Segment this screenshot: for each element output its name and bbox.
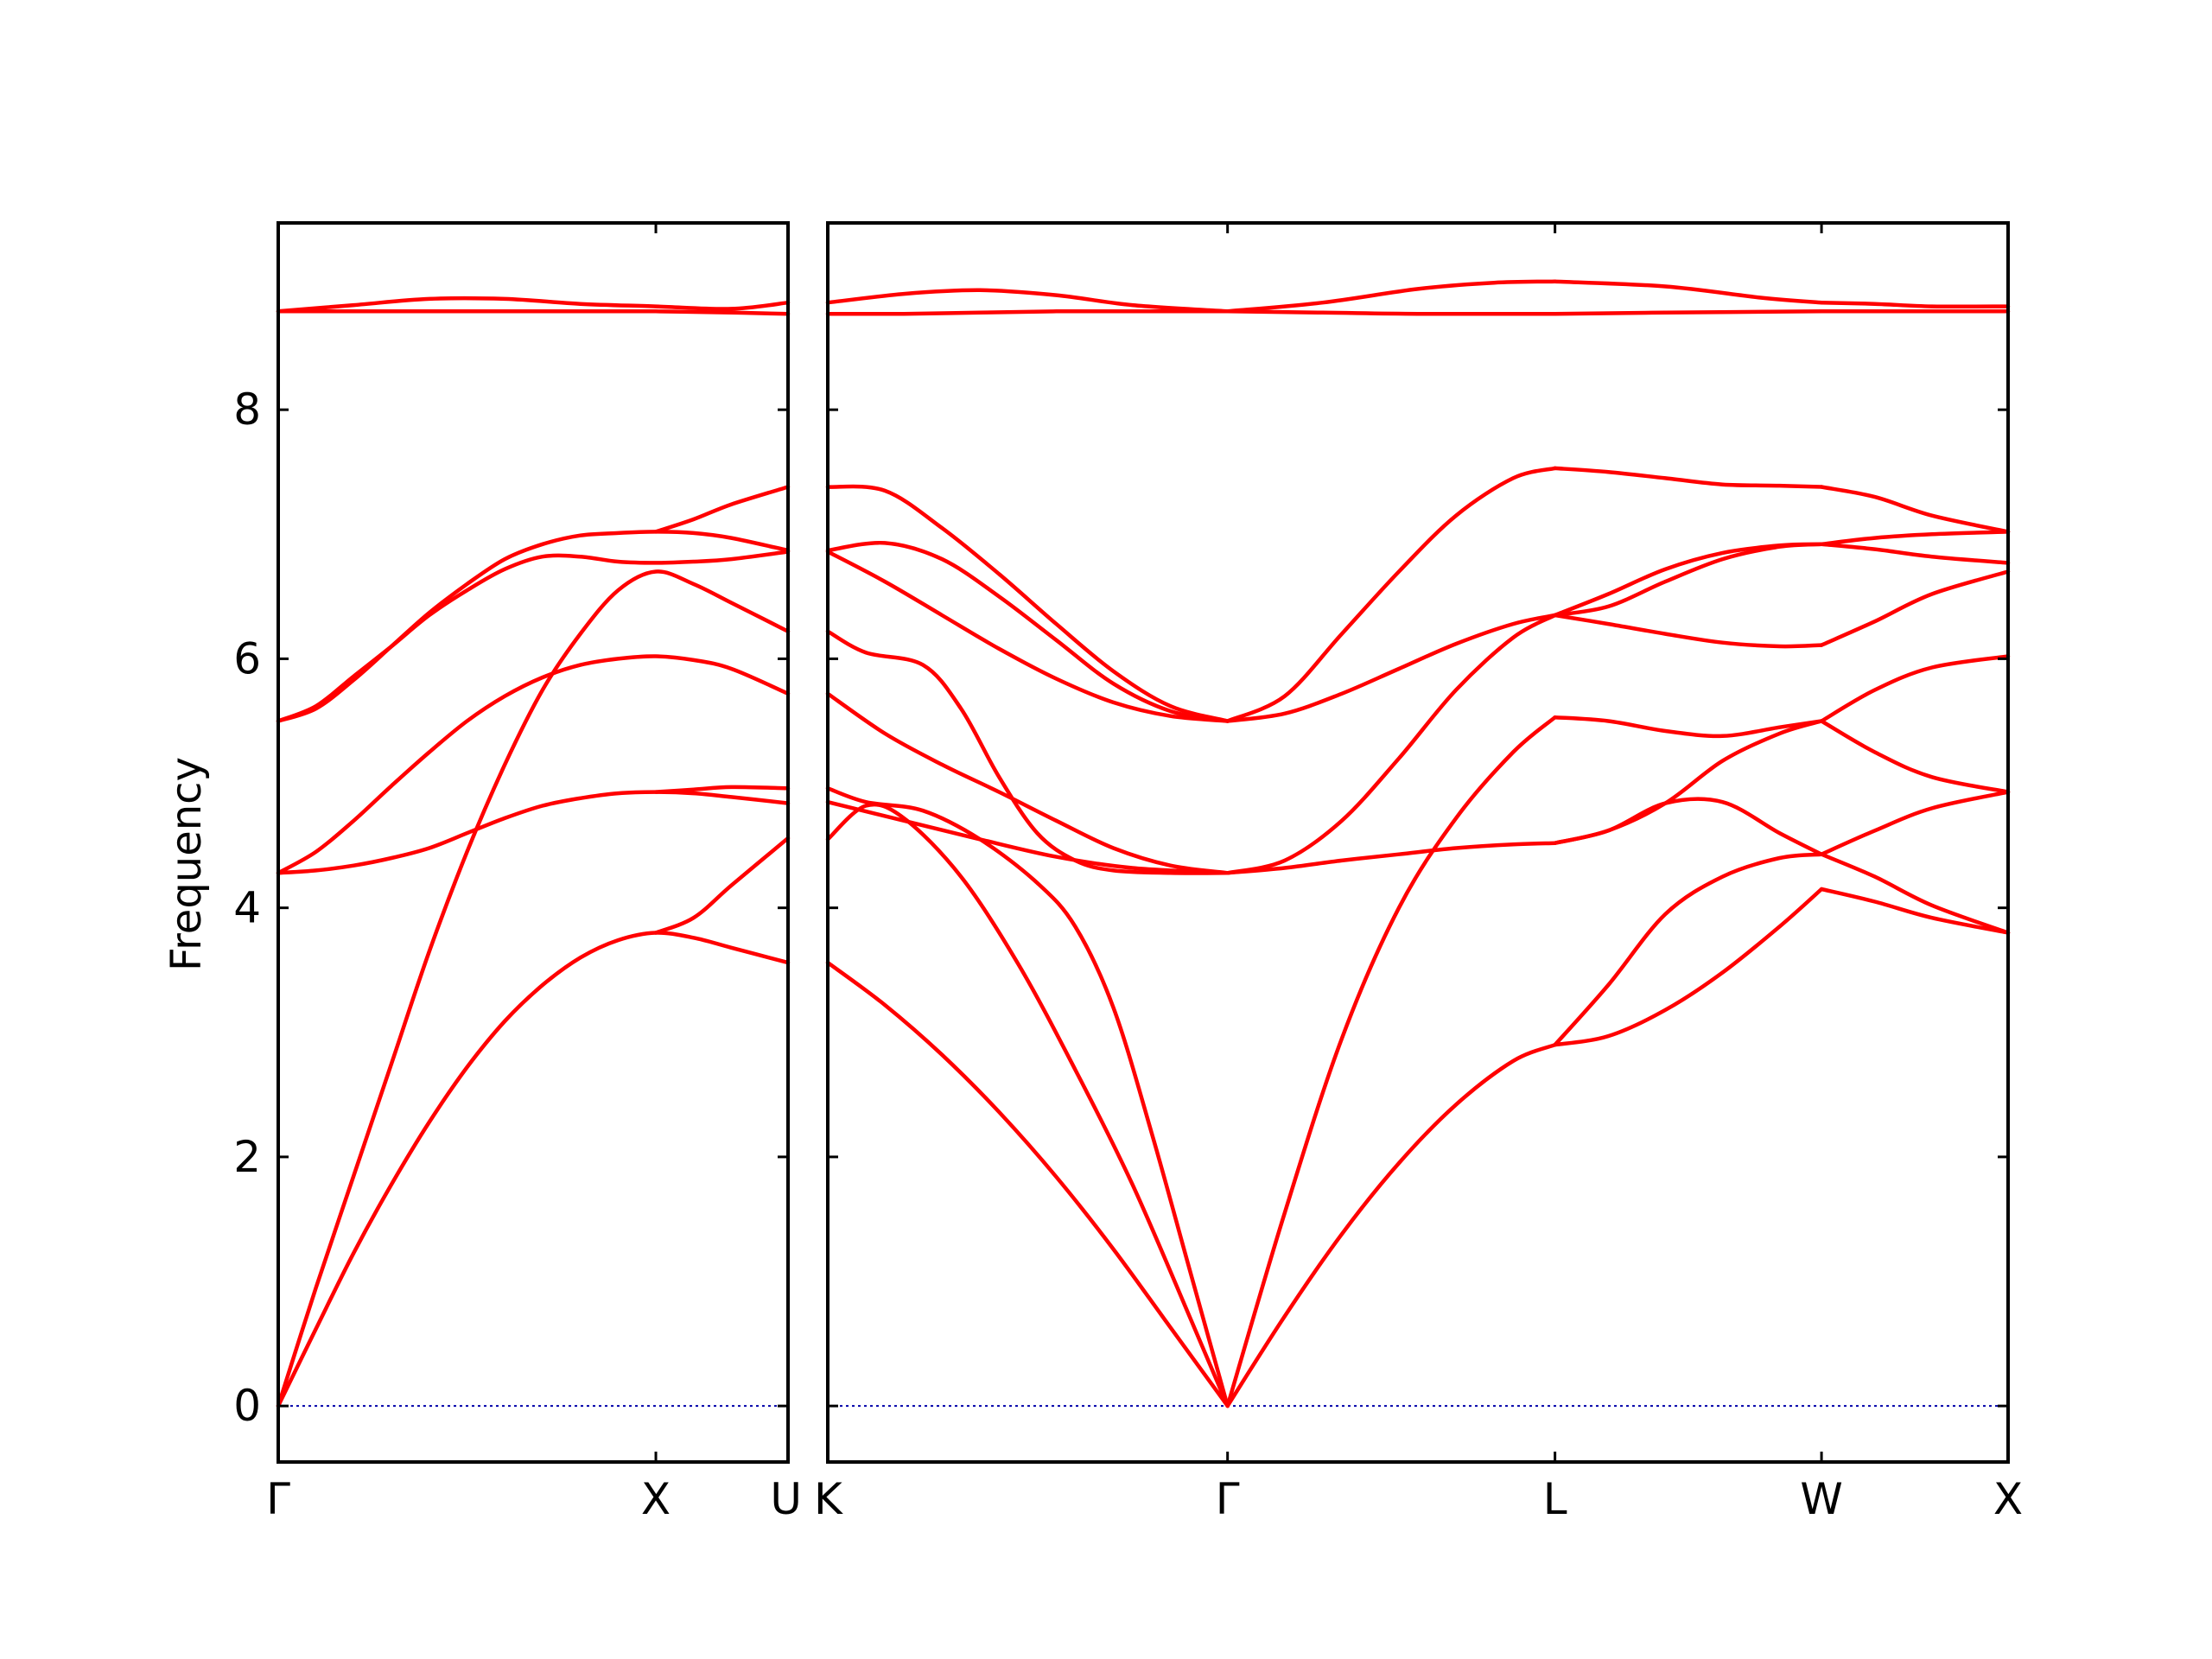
band-line-5	[276, 550, 791, 723]
y-tick-label: 2	[233, 1132, 261, 1182]
x-tick-label: L	[1543, 1474, 1567, 1524]
band-line-30	[1553, 279, 1824, 305]
band-line-41	[1819, 300, 2011, 309]
band-line-10	[276, 308, 791, 316]
band-line-21	[1553, 852, 1824, 1047]
band-line-18	[1225, 309, 1557, 316]
band-line-36	[1819, 569, 2011, 647]
band-line-4	[825, 799, 1230, 875]
band-line-26	[1553, 542, 1824, 618]
x-tick-label: U	[770, 1474, 802, 1524]
band-line-31	[1819, 887, 2011, 935]
plot-frame	[276, 221, 790, 1464]
y-tick-label: 0	[233, 1381, 261, 1431]
band-line-34	[1819, 719, 2011, 794]
band-line-2	[276, 569, 791, 1408]
band-line-6	[825, 629, 1230, 875]
band-line-9	[825, 484, 1230, 723]
band-line-3	[276, 790, 791, 875]
band-line-33	[1819, 790, 2011, 856]
band-line-13	[1225, 715, 1557, 1408]
x-tick-label: K	[814, 1474, 843, 1524]
band-line-25	[1553, 613, 1824, 649]
band-line-37	[1819, 542, 2011, 565]
band-line-28	[1553, 466, 1824, 489]
band-line-35	[1819, 654, 2011, 723]
band-line-8	[825, 540, 1230, 723]
band-line-27	[1553, 542, 1824, 618]
band-line-14	[1225, 841, 1557, 875]
band-line-11	[825, 288, 1230, 314]
band-line-3	[825, 786, 1230, 1408]
band-line-10	[825, 308, 1230, 316]
band-line-39	[1819, 485, 2011, 534]
band-line-7	[653, 836, 791, 935]
band-line-4	[276, 654, 791, 875]
band-line-24	[1553, 715, 1824, 739]
band-line-16	[1225, 613, 1557, 723]
x-tick-label: W	[1800, 1474, 1842, 1524]
band-line-20	[1553, 887, 1824, 1047]
y-axis-label: Frequency	[162, 757, 211, 971]
band-line-19	[1225, 279, 1557, 314]
y-tick-label: 4	[233, 883, 261, 933]
band-line-23	[1553, 719, 1824, 845]
band-line-29	[1553, 309, 1824, 316]
band-line-1	[825, 960, 1230, 1408]
plot-panels: 0 2 4 6 8 Γ X U K Γ L W X	[233, 221, 2023, 1524]
band-line-17	[1225, 466, 1557, 723]
band-line-2	[825, 802, 1230, 1408]
band-line-9	[653, 485, 791, 534]
x-tick-label: X	[1993, 1474, 2023, 1524]
band-line-12	[1225, 1042, 1557, 1408]
plot-frame	[826, 221, 2010, 1464]
band-line-22	[1553, 797, 1824, 856]
band-line-1	[276, 931, 791, 1408]
band-line-15	[1225, 613, 1557, 875]
band-line-38	[1819, 530, 2011, 547]
band-line-11	[276, 296, 791, 314]
band-line-7	[825, 550, 1230, 723]
panel-1: 0 2 4 6 8 Γ X U	[233, 221, 802, 1524]
x-tick-label: Γ	[266, 1474, 290, 1524]
y-tick-label: 8	[233, 385, 261, 435]
x-tick-label: X	[641, 1474, 671, 1524]
y-tick-label: 6	[233, 633, 261, 683]
band-line-32	[1819, 852, 2011, 935]
band-line-8	[653, 785, 791, 794]
band-line-5	[825, 691, 1230, 875]
band-line-6	[276, 530, 791, 723]
x-tick-label: Γ	[1216, 1474, 1240, 1524]
